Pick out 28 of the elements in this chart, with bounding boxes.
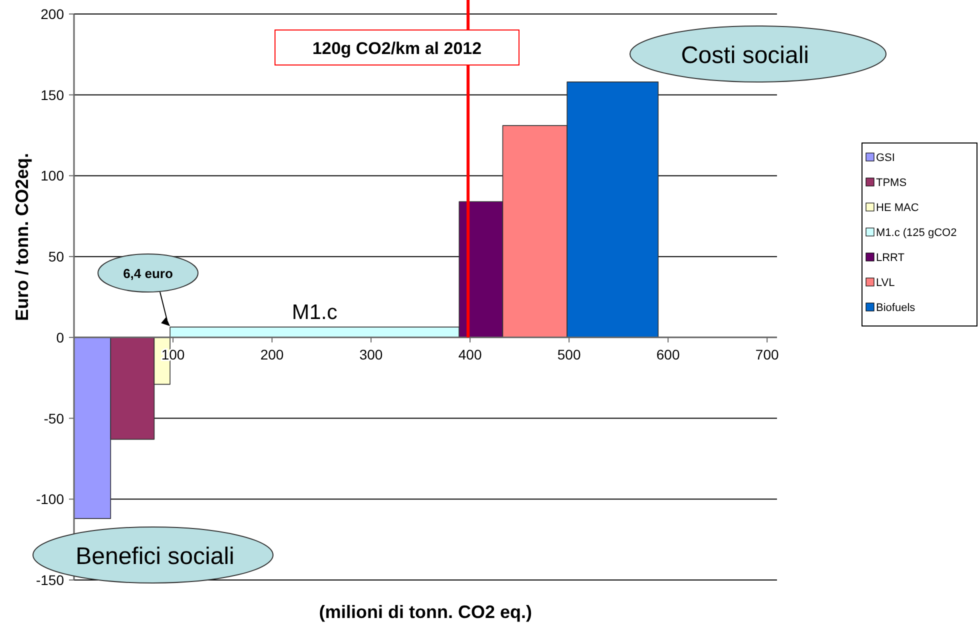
legend-label: TPMS — [876, 177, 907, 189]
x-tick-label: 300 — [359, 346, 383, 362]
y-tick-label: -50 — [44, 410, 64, 426]
y-tick-label: 150 — [40, 86, 64, 103]
legend-label: LVL — [876, 277, 895, 289]
legend-label: GSI — [876, 152, 895, 164]
x-tick-label: 600 — [656, 346, 680, 362]
y-tick-label: 100 — [40, 168, 64, 184]
x-tick-label: 700 — [755, 346, 779, 362]
y-tick-label: 0 — [56, 329, 64, 346]
legend-label: HE MAC — [876, 202, 919, 214]
annotation: Benefici sociali — [76, 543, 234, 570]
x-tick-label: 200 — [260, 346, 284, 362]
legend-label: M1.c (125 gCO2 — [876, 227, 957, 239]
x-tick-label: 400 — [458, 346, 482, 362]
annotation: 6,4 euro — [123, 266, 173, 281]
y-tick-label: 200 — [40, 6, 64, 22]
x-axis-title: (milioni di tonn. CO2 eq.) — [319, 602, 532, 622]
y-tick-label: -100 — [36, 491, 64, 508]
y-tick-label: -150 — [36, 572, 64, 588]
x-tick-label: 500 — [557, 346, 581, 362]
legend-label: Biofuels — [876, 302, 916, 314]
annotation: M1.c — [292, 301, 338, 324]
annotation: Costi sociali — [680, 42, 810, 69]
ref-line-label: 120g CO2/km al 2012 — [312, 39, 482, 58]
y-axis-title: Euro / tonn. CO2eq. — [12, 152, 32, 322]
y-tick-label: 50 — [48, 248, 64, 265]
legend-label: LRRT — [876, 252, 905, 264]
